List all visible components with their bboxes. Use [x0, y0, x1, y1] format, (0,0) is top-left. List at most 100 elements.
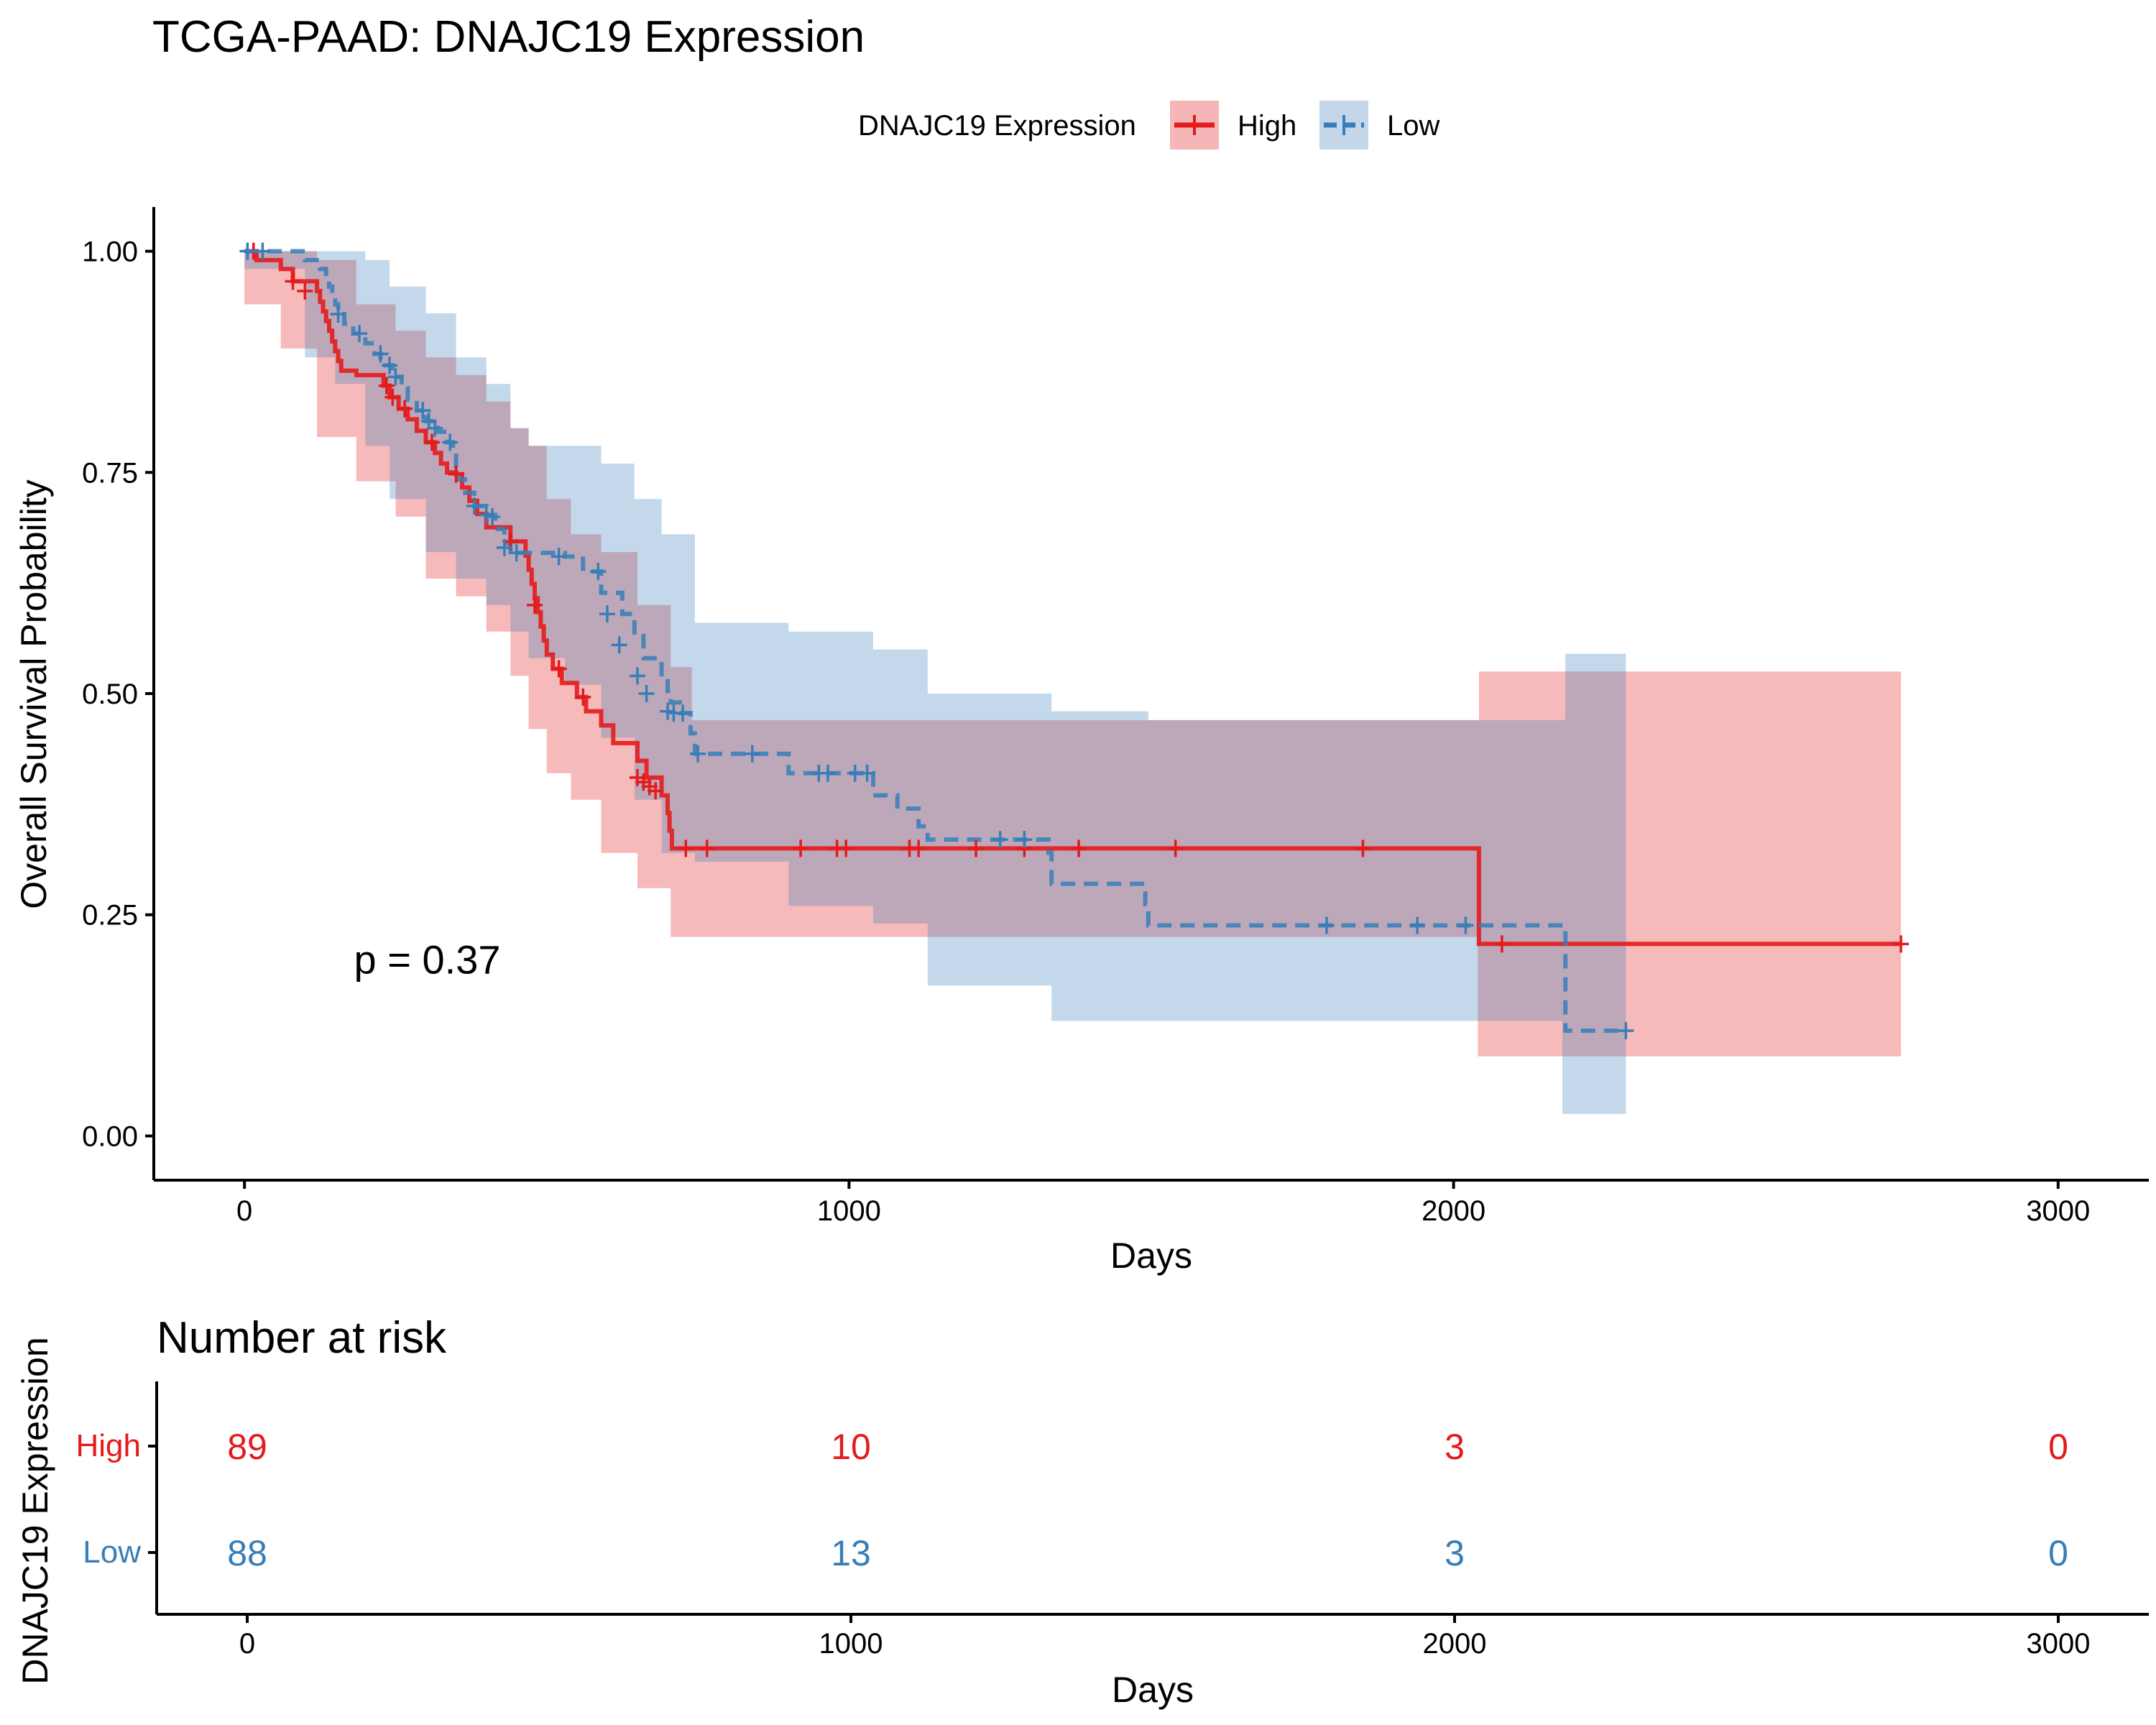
- y-tick-label: 0.50: [82, 678, 138, 710]
- x-tick-label: 0: [236, 1195, 252, 1227]
- censor-mark-high: [1167, 840, 1184, 857]
- p-value-annotation: p = 0.37: [354, 937, 501, 982]
- censor-marks: [239, 242, 1909, 1039]
- x-ticks: 0 1000 2000 3000: [236, 1180, 2090, 1227]
- risk-count-low: 3: [1445, 1533, 1465, 1573]
- censor-mark-low: [466, 497, 482, 515]
- y-ticks: 0.00 0.25 0.50 0.75 1.00: [82, 236, 154, 1152]
- censor-mark-high: [1355, 840, 1371, 857]
- censor-mark-high: [648, 782, 664, 800]
- censor-mark-low: [1016, 831, 1033, 849]
- censor-mark-low: [1618, 1021, 1634, 1039]
- censor-mark-low: [599, 605, 615, 623]
- censor-mark-high: [285, 272, 301, 290]
- x-tick-label: 3000: [2026, 1195, 2090, 1227]
- censor-mark-low: [992, 831, 1008, 849]
- risk-x-tick-label: 3000: [2027, 1628, 2091, 1660]
- censor-mark-low: [675, 704, 691, 722]
- y-tick-label: 1.00: [82, 236, 138, 268]
- censor-mark-high: [968, 840, 985, 857]
- censor-mark-high: [550, 660, 567, 678]
- risk-x-ticks: 0 1000 2000 3000: [239, 1614, 2091, 1660]
- censor-mark-low: [484, 507, 501, 525]
- censor-mark-low: [611, 636, 627, 654]
- censor-mark-low: [330, 305, 346, 323]
- censor-mark-high: [1493, 935, 1510, 953]
- censor-mark-low: [638, 685, 655, 702]
- legend-label-high: High: [1238, 110, 1296, 142]
- censor-mark-low: [590, 563, 607, 581]
- legend-item-high: High: [1170, 101, 1296, 150]
- censor-mark-low: [508, 544, 525, 562]
- risk-row-label-high: High: [76, 1428, 142, 1463]
- censor-mark-high: [678, 840, 694, 857]
- censor-mark-high: [384, 388, 401, 406]
- censor-mark-high: [838, 840, 854, 857]
- risk-count-high: 3: [1445, 1427, 1465, 1467]
- censor-mark-high: [793, 840, 809, 857]
- censor-mark-high: [397, 400, 413, 418]
- y-axis-label: Overall Survival Probability: [14, 479, 54, 908]
- censor-mark-high: [1893, 935, 1909, 953]
- censor-mark-low: [351, 325, 368, 343]
- risk-row-label-low: Low: [83, 1535, 141, 1570]
- risk-count-high: 0: [2048, 1427, 2068, 1467]
- censor-mark-low: [239, 242, 256, 260]
- y-tick-label: 0.00: [82, 1121, 138, 1152]
- ci-band-high: [244, 251, 1902, 1057]
- censor-mark-low: [629, 667, 645, 685]
- censor-mark-low: [744, 745, 760, 763]
- ci-band-low: [244, 251, 1626, 1114]
- censor-mark-low: [1457, 916, 1474, 934]
- risk-y-axis-label: DNAJC19 Expression: [15, 1337, 55, 1685]
- survival-curves: [244, 249, 1902, 1033]
- risk-table: Number at risk High 89 10 3 0 Low 88 13 3 0 0 1000…: [15, 1313, 2149, 1710]
- legend-item-low: Low: [1319, 101, 1439, 150]
- risk-x-tick-label: 2000: [1423, 1628, 1487, 1660]
- censor-mark-low: [382, 356, 398, 374]
- censor-mark-low: [415, 402, 431, 420]
- censor-mark-high: [1071, 840, 1087, 857]
- censor-mark-low: [442, 433, 459, 451]
- censor-mark-low: [1409, 916, 1426, 934]
- censor-mark-low: [859, 764, 875, 782]
- x-axis-label: Days: [1110, 1236, 1192, 1276]
- censor-mark-low: [496, 538, 512, 556]
- risk-x-tick-label: 0: [239, 1628, 255, 1660]
- risk-count-high: 10: [831, 1427, 871, 1467]
- legend-title: DNAJC19 Expression: [858, 110, 1136, 142]
- chart-title: TCGA-PAAD: DNAJC19 Expression: [152, 12, 865, 62]
- censor-mark-low: [1318, 916, 1335, 934]
- risk-table-title: Number at risk: [157, 1313, 447, 1363]
- risk-count-low: 13: [831, 1533, 871, 1573]
- censor-mark-high: [699, 840, 715, 857]
- x-tick-label: 2000: [1422, 1195, 1485, 1227]
- legend: DNAJC19 Expression High Low: [858, 101, 1439, 150]
- y-tick-label: 0.75: [82, 457, 138, 489]
- risk-x-tick-label: 1000: [819, 1628, 883, 1660]
- censor-mark-high: [575, 688, 591, 706]
- risk-rows: High 89 10 3 0 Low 88 13 3 0: [76, 1427, 2068, 1573]
- censor-mark-high: [423, 433, 440, 451]
- confidence-bands: [244, 251, 1902, 1114]
- censor-mark-high: [911, 840, 927, 857]
- censor-mark-low: [254, 242, 271, 260]
- main-axes: 0.00 0.25 0.50 0.75 1.00 0 1000 2000 3000: [82, 207, 2149, 1227]
- censor-mark-low: [372, 345, 389, 363]
- censor-mark-low: [550, 548, 567, 566]
- censor-mark-low: [427, 419, 443, 437]
- legend-label-low: Low: [1387, 110, 1439, 142]
- risk-count-low: 0: [2048, 1533, 2068, 1573]
- censor-mark-high: [448, 465, 464, 483]
- censor-mark-low: [819, 764, 836, 782]
- censor-mark-low: [387, 368, 404, 386]
- plot-area: [239, 242, 1909, 1114]
- survival-curve-high: [244, 249, 1902, 947]
- censor-mark-low: [690, 745, 706, 763]
- risk-count-low: 88: [227, 1533, 267, 1573]
- censor-mark-high: [526, 596, 543, 614]
- censor-mark-high: [297, 282, 313, 300]
- x-tick-label: 1000: [817, 1195, 881, 1227]
- risk-count-high: 89: [227, 1427, 267, 1467]
